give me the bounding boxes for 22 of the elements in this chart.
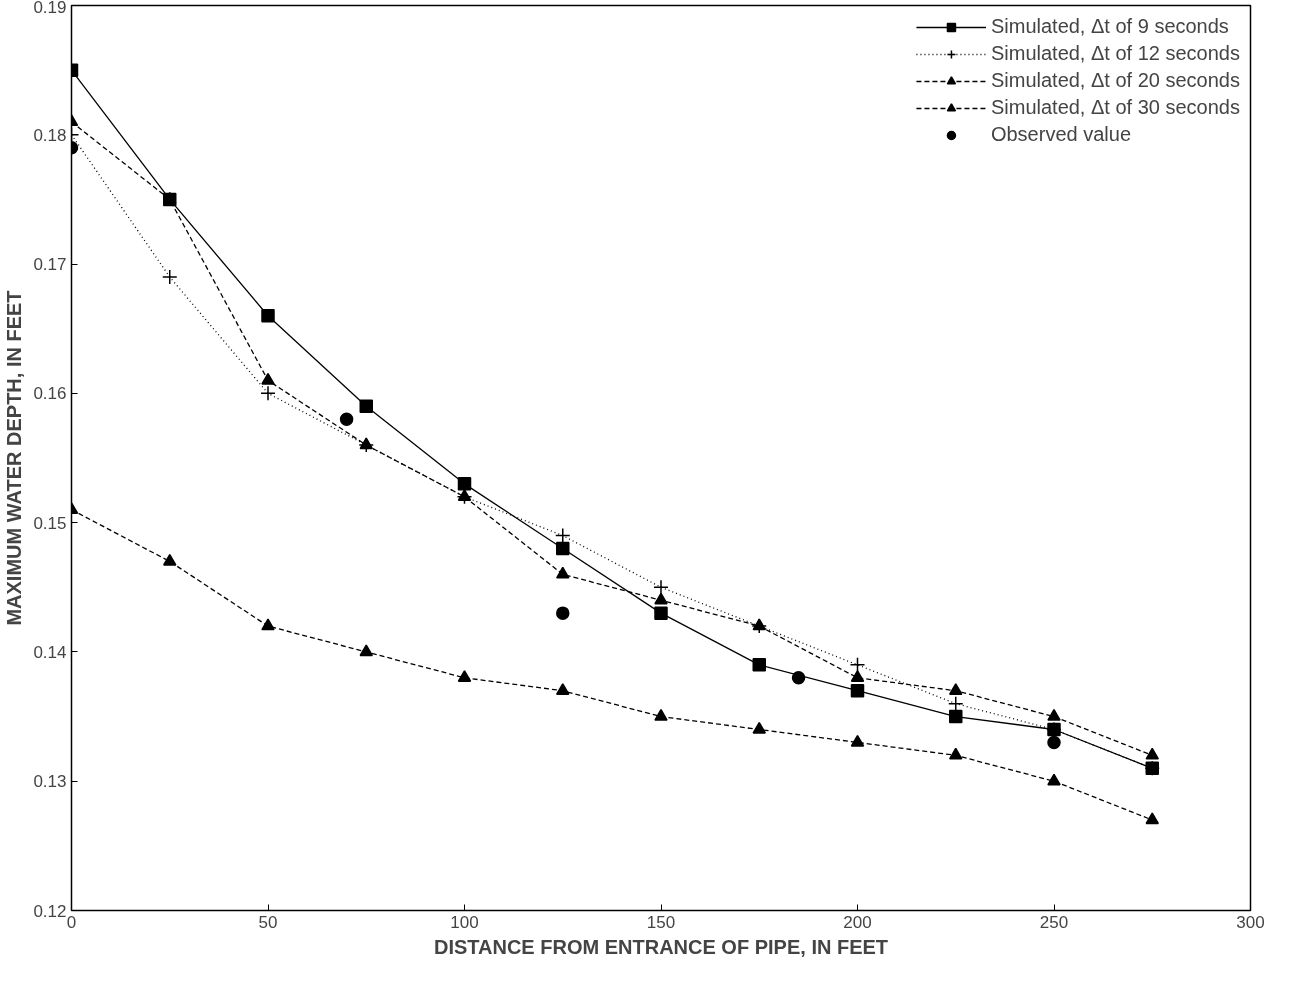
- x-tick-label: 250: [1039, 912, 1069, 932]
- x-tick-label: 300: [1236, 912, 1265, 932]
- legend-label: Simulated, Δt of 20 seconds: [990, 69, 1240, 92]
- y-tick-label: 0.17: [33, 255, 67, 275]
- x-tick-label: 100: [450, 912, 479, 932]
- y-tick-label: 0.19: [33, 0, 67, 17]
- y-tick-label: 0.13: [33, 772, 67, 792]
- legend-label: Observed value: [990, 123, 1132, 146]
- y-tick-label: 0.14: [33, 642, 67, 662]
- x-tick-label: 200: [843, 912, 872, 932]
- x-axis-title: DISTANCE FROM ENTRANCE OF PIPE, IN FEET: [433, 935, 889, 958]
- legend-label: Simulated, Δt of 30 seconds: [990, 96, 1240, 119]
- x-tick-label: 0: [66, 912, 77, 932]
- legend-label: Simulated, Δt of 9 seconds: [990, 15, 1229, 38]
- legend-label: Simulated, Δt of 12 seconds: [990, 42, 1240, 65]
- y-tick-label: 0.16: [33, 384, 67, 404]
- x-tick-label: 150: [646, 912, 676, 932]
- y-axis-title: MAXIMUM WATER DEPTH, IN FEET: [3, 290, 26, 626]
- y-tick-label: 0.18: [33, 125, 67, 145]
- y-tick-label: 0.12: [33, 901, 67, 921]
- x-tick-label: 50: [258, 912, 278, 932]
- y-tick-label: 0.15: [33, 513, 67, 533]
